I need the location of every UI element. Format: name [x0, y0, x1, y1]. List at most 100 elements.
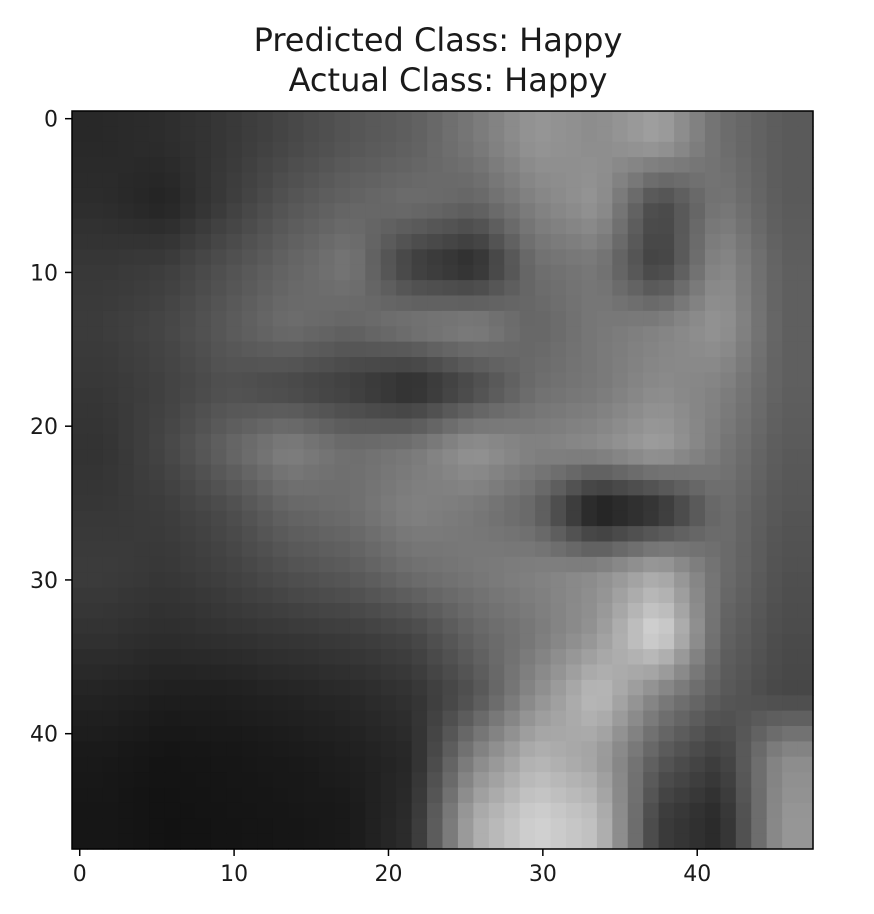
heatmap-cell: [72, 126, 89, 143]
heatmap-cell: [241, 526, 258, 543]
heatmap-cell: [535, 218, 552, 235]
heatmap-cell: [473, 111, 490, 127]
heatmap-cell: [766, 387, 783, 404]
heatmap-cell: [766, 310, 783, 327]
heatmap-cell: [288, 464, 305, 481]
heatmap-cell: [689, 234, 706, 250]
heatmap-cell: [627, 449, 644, 466]
heatmap-cell: [751, 433, 768, 450]
heatmap-cell: [303, 556, 320, 573]
heatmap-cell: [288, 111, 305, 127]
heatmap-cell: [72, 679, 89, 696]
heatmap-cell: [288, 449, 305, 466]
heatmap-cell: [720, 295, 737, 312]
heatmap-cell: [118, 464, 135, 481]
heatmap-cell: [334, 633, 351, 650]
heatmap-cell: [257, 141, 274, 158]
heatmap-cell: [720, 756, 737, 773]
heatmap-cell: [226, 818, 243, 835]
heatmap-cell: [581, 679, 598, 696]
heatmap-cell: [751, 157, 768, 174]
heatmap-cell: [720, 633, 737, 650]
heatmap-cell: [581, 357, 598, 373]
heatmap-cell: [720, 310, 737, 327]
heatmap-cell: [195, 464, 212, 481]
heatmap-cell: [411, 449, 428, 466]
heatmap-cell: [735, 218, 752, 235]
heatmap-cell: [241, 234, 258, 250]
heatmap-cell: [442, 111, 459, 127]
heatmap-cell: [149, 495, 166, 512]
heatmap-cell: [396, 603, 413, 619]
heatmap-cell: [349, 618, 366, 635]
heatmap-cell: [365, 172, 382, 189]
heatmap-cell: [195, 403, 212, 420]
heatmap-cell: [411, 480, 428, 496]
heatmap-cell: [334, 787, 351, 804]
heatmap-cell: [226, 172, 243, 189]
heatmap-cell: [241, 541, 258, 558]
heatmap-cell: [319, 387, 336, 404]
heatmap-cell: [704, 526, 721, 543]
heatmap-cell: [643, 310, 660, 327]
heatmap-cell: [504, 587, 521, 604]
heatmap-cell: [72, 741, 89, 758]
heatmap-cell: [365, 234, 382, 250]
heatmap-cell: [118, 449, 135, 466]
heatmap-cell: [473, 741, 490, 758]
heatmap-cell: [241, 587, 258, 604]
heatmap-cell: [303, 587, 320, 604]
heatmap-cell: [319, 787, 336, 804]
heatmap-cell: [380, 772, 397, 789]
heatmap-cell: [133, 464, 150, 481]
heatmap-cell: [411, 495, 428, 512]
heatmap-cell: [689, 802, 706, 819]
heatmap-cell: [411, 187, 428, 204]
heatmap-cell: [118, 710, 135, 727]
heatmap-cell: [319, 495, 336, 512]
heatmap-cell: [704, 418, 721, 435]
heatmap-cell: [241, 433, 258, 450]
heatmap-cell: [535, 618, 552, 635]
heatmap-cell: [411, 802, 428, 819]
heatmap-cell: [720, 649, 737, 666]
heatmap-cell: [627, 833, 644, 850]
heatmap-cell: [72, 464, 89, 481]
heatmap-cell: [288, 341, 305, 358]
heatmap-cell: [674, 433, 691, 450]
heatmap-cell: [566, 372, 583, 389]
heatmap-cell: [396, 449, 413, 466]
heatmap-cell: [689, 310, 706, 327]
heatmap-cell: [210, 587, 227, 604]
heatmap-cell: [118, 510, 135, 527]
heatmap-cell: [643, 433, 660, 450]
heatmap-cell: [735, 526, 752, 543]
heatmap-cell: [272, 449, 289, 466]
heatmap-cell: [720, 495, 737, 512]
heatmap-cell: [535, 341, 552, 358]
heatmap-cell: [751, 126, 768, 143]
heatmap-cell: [288, 679, 305, 696]
heatmap-cell: [226, 495, 243, 512]
heatmap-cell: [504, 695, 521, 712]
heatmap-cell: [427, 449, 444, 466]
heatmap-cell: [180, 280, 197, 297]
heatmap-cell: [782, 833, 799, 850]
heatmap-cell: [380, 203, 397, 220]
heatmap-cell: [427, 695, 444, 712]
heatmap-cell: [257, 787, 274, 804]
heatmap-cell: [319, 326, 336, 343]
heatmap-cell: [195, 372, 212, 389]
heatmap-cell: [396, 172, 413, 189]
heatmap-cell: [380, 310, 397, 327]
heatmap-cell: [72, 449, 89, 466]
heatmap-cell: [334, 772, 351, 789]
heatmap-cell: [550, 679, 567, 696]
heatmap-cell: [519, 157, 536, 174]
heatmap-cell: [704, 341, 721, 358]
heatmap-cell: [735, 357, 752, 373]
heatmap-cell: [272, 572, 289, 589]
heatmap-cell: [164, 556, 181, 573]
heatmap-cell: [535, 664, 552, 681]
heatmap-cell: [133, 649, 150, 666]
